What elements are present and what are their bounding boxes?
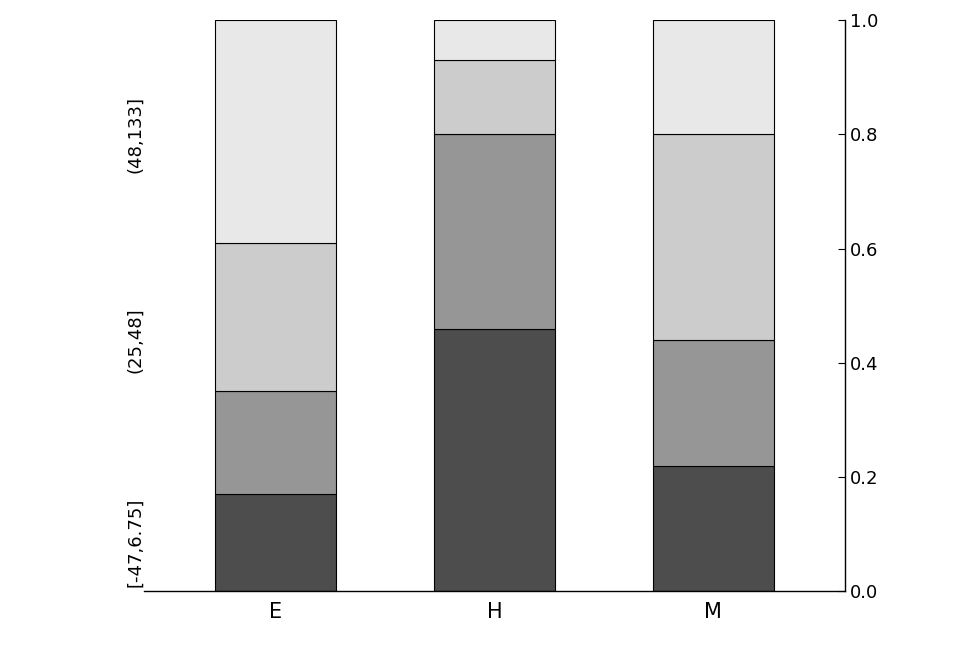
Bar xyxy=(434,20,555,60)
Bar xyxy=(653,20,774,134)
Bar xyxy=(653,134,774,340)
Text: (25,48]: (25,48] xyxy=(126,307,144,373)
Bar xyxy=(215,391,336,495)
Bar xyxy=(215,20,336,243)
Bar xyxy=(434,134,555,329)
Bar xyxy=(215,243,336,391)
Bar xyxy=(653,466,774,591)
Bar xyxy=(434,329,555,591)
Bar xyxy=(653,340,774,466)
Text: [-47,6.75]: [-47,6.75] xyxy=(126,498,144,587)
Bar xyxy=(215,495,336,591)
Bar xyxy=(434,60,555,134)
Text: (48,133]: (48,133] xyxy=(126,96,144,173)
